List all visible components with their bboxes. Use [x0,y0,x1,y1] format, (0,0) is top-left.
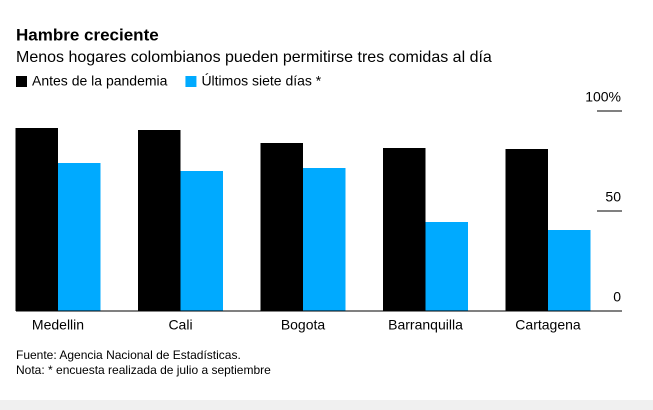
bar [180,171,223,311]
footer-band [0,400,653,410]
y-tick-label: 50 [605,189,621,205]
x-tick-label: Medellin [32,317,84,333]
legend-swatch [16,76,27,87]
x-tick-label: Cali [168,317,192,333]
bar [548,230,591,311]
chart-subtitle: Menos hogares colombianos pueden permiti… [16,49,492,66]
bar [58,163,101,311]
bar [425,222,468,311]
source: Fuente: Agencia Nacional de Estadísticas… [16,348,241,362]
note: Nota: * encuesta realizada de julio a se… [16,363,271,377]
legend-label: Últimos siete días * [201,73,321,89]
legend-label: Antes de la pandemia [32,73,168,89]
bar [15,128,58,311]
bar [138,130,181,311]
legend-swatch [185,76,197,87]
x-tick-label: Bogota [281,317,326,333]
chart-title: Hambre creciente [16,25,159,44]
x-tick-label: Barranquilla [388,317,463,333]
bar [303,168,346,311]
bar [260,143,303,311]
y-tick-label: 100% [585,89,621,105]
y-tick-label: 0 [613,289,621,305]
bar [505,149,548,311]
bar [383,148,426,311]
x-tick-label: Cartagena [515,317,581,333]
